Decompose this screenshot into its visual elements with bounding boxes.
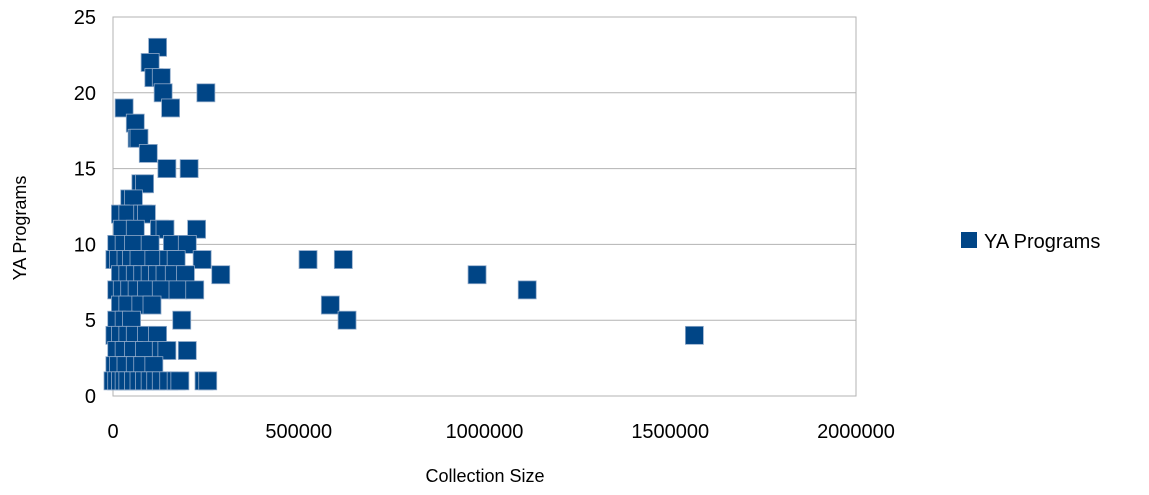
plot-area-border [112,16,857,397]
data-point [333,250,353,269]
data-point [320,295,340,315]
data-point [337,310,357,330]
data-point [142,295,162,315]
x-tick-label: 0 [107,421,118,443]
y-tick-label: 10 [74,234,96,256]
data-point [298,250,318,269]
data-point [192,250,212,269]
data-point [177,341,197,360]
data-point [138,144,158,163]
x-tick-label: 1500000 [631,421,709,443]
data-point [196,83,216,103]
legend-label: YA Programs [984,231,1100,253]
legend-marker [961,232,977,248]
y-axis-title: YA Programs [10,176,30,281]
y-tick-label: 5 [85,310,96,332]
data-point [517,280,537,300]
data-point [467,265,487,285]
y-tick-label: 0 [85,386,96,408]
data-point [161,98,180,118]
legend: YA Programs [961,231,1100,253]
x-tick-label: 1000000 [446,421,524,443]
data-points [103,37,704,391]
y-tick-label: 20 [74,83,96,105]
data-point [211,265,231,285]
x-tick-label: 2000000 [817,421,895,443]
data-point [135,174,154,194]
x-axis-title: Collection Size [425,466,544,486]
data-point [172,310,192,330]
y-axis-tick-labels: 0 5 10 15 20 25 [74,7,96,408]
data-point [185,280,205,300]
data-point [168,280,188,300]
data-point [177,234,197,254]
x-axis-tick-labels: 0 500000 1000000 1500000 2000000 [107,421,895,443]
data-point [684,325,704,345]
data-point [157,341,177,360]
data-point [179,159,199,179]
data-point [157,159,177,179]
grid-lines [113,16,856,397]
data-point [170,371,190,391]
data-point [198,371,218,391]
data-point [114,98,134,118]
data-point [137,204,156,224]
y-tick-label: 15 [74,159,96,181]
y-tick-label: 25 [74,7,96,29]
x-tick-label: 500000 [265,421,332,443]
